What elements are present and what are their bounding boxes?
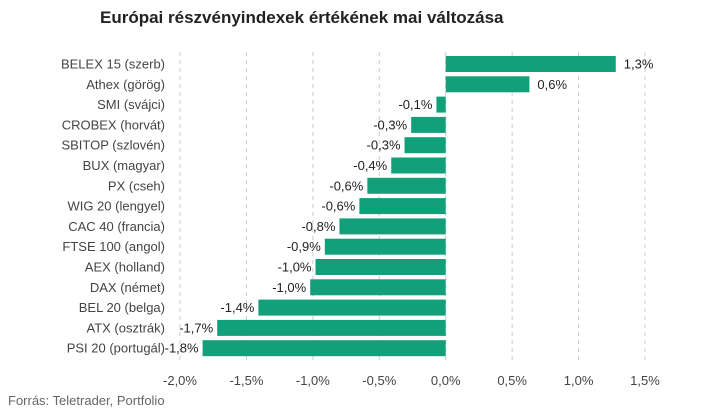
category-label: ATX (osztrák) [87, 320, 166, 335]
value-label: -1,0% [278, 260, 312, 275]
bar [445, 56, 616, 72]
x-tick-label: -0,5% [362, 373, 396, 388]
bar [367, 177, 446, 194]
category-label: Athex (görög) [86, 77, 165, 92]
x-tick-label: -1,0% [296, 373, 330, 388]
category-label: FTSE 100 (angol) [62, 239, 165, 254]
value-label: -0,6% [329, 178, 363, 193]
bar [411, 116, 446, 133]
bars [202, 56, 616, 357]
category-label: BELEX 15 (szerb) [61, 57, 165, 72]
category-label: SMI (svájci) [97, 97, 165, 112]
value-label: -0,9% [287, 239, 321, 254]
x-tick-label: 1,5% [630, 373, 660, 388]
bar [202, 340, 446, 357]
x-axis-tick-labels: -2,0% -1,5% -1,0% -0,5% 0,0% 0,5% 1,0% 1,5% [163, 373, 660, 388]
category-label: AEX (holland) [85, 260, 165, 275]
category-label: PX (cseh) [108, 178, 165, 193]
bar [404, 137, 446, 154]
bar [359, 198, 446, 215]
x-tick-label: -1,5% [229, 373, 263, 388]
bar [315, 259, 446, 275]
value-label: 1,3% [624, 57, 654, 72]
value-label: -1,8% [165, 341, 199, 356]
category-label: DAX (német) [90, 280, 165, 295]
value-label: 0,6% [537, 77, 567, 92]
value-label: -0,3% [373, 117, 407, 132]
x-tick-label: -2,0% [163, 373, 197, 388]
bar [436, 96, 446, 113]
value-label: -0,8% [301, 219, 335, 234]
category-label: PSI 20 (portugál) [67, 341, 165, 356]
category-label: SBITOP (szlovén) [61, 138, 165, 153]
bar [217, 319, 446, 336]
x-tick-label: 0,0% [431, 373, 461, 388]
bar [391, 157, 446, 174]
value-label: -0,4% [353, 158, 387, 173]
bar [445, 76, 530, 93]
value-labels: 1,3% 0,6% -0,1% -0,3% -0,3% -0,4% -0,6% -0,6% -0… [165, 57, 654, 356]
x-tick-label: 0,5% [497, 373, 527, 388]
bar [258, 299, 446, 316]
source-note: Forrás: Teletrader, Portfolio [8, 393, 165, 408]
value-label: -0,3% [367, 138, 401, 153]
category-label: CAC 40 (francia) [68, 219, 165, 234]
category-labels: BELEX 15 (szerb) Athex (görög) SMI (svájci… [61, 57, 165, 356]
category-label: WIG 20 (lengyel) [67, 199, 165, 214]
bar [324, 238, 446, 255]
category-label: BUX (magyar) [83, 158, 165, 173]
value-label: -1,4% [220, 300, 254, 315]
value-label: -0,1% [398, 97, 432, 112]
value-label: -0,6% [321, 199, 355, 214]
bar [339, 218, 446, 235]
category-label: BEL 20 (belga) [79, 300, 165, 315]
x-tick-label: 1,0% [564, 373, 594, 388]
value-label: -1,7% [179, 320, 213, 335]
value-label: -1,0% [272, 280, 306, 295]
chart-title: Európai részvényindexek értékének mai vá… [100, 8, 504, 27]
bar [310, 279, 446, 296]
category-label: CROBEX (horvát) [62, 117, 165, 132]
